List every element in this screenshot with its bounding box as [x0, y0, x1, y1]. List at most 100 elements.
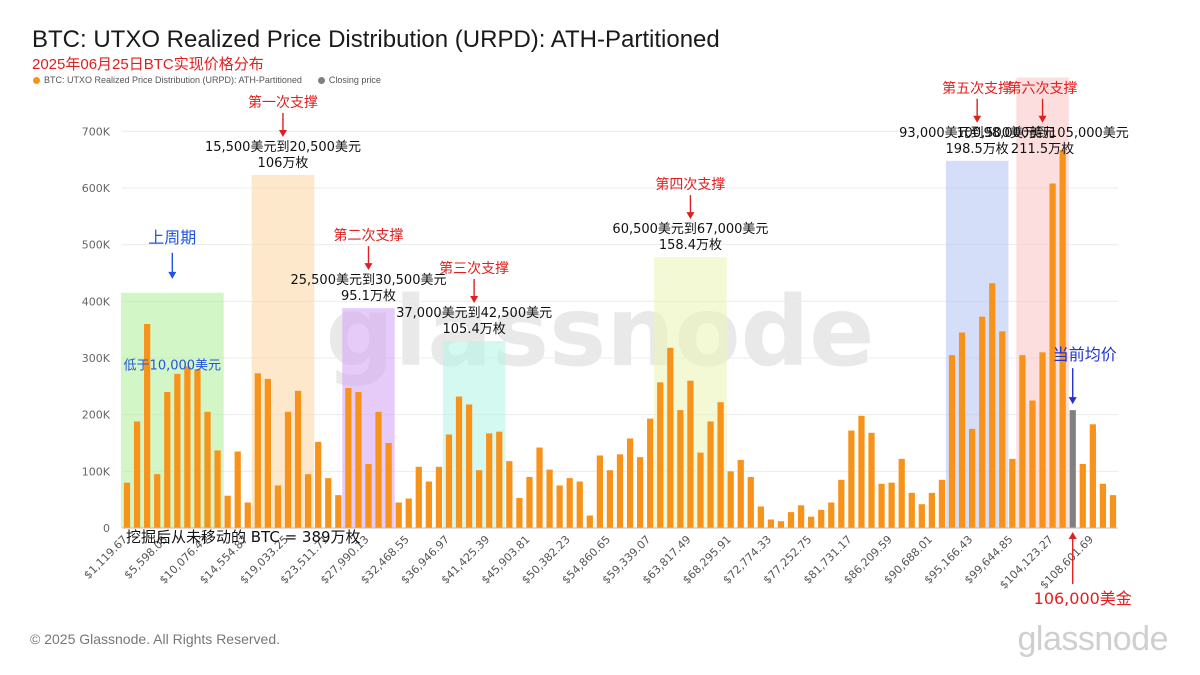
urpd-bar: [526, 477, 533, 528]
urpd-bar: [637, 457, 644, 528]
current-avg-price-label: 当前均价: [1053, 345, 1117, 364]
urpd-bar: [757, 506, 764, 528]
legend-dot-urpd: [33, 76, 40, 84]
zone-band: [945, 160, 1009, 529]
urpd-bar: [818, 509, 825, 528]
zone-range-label: 37,000美元到42,500美元: [396, 306, 552, 321]
urpd-bar: [1029, 400, 1036, 528]
current-avg-price-arrow-head: [1068, 397, 1077, 405]
zone-arrow-head: [973, 115, 982, 123]
urpd-bar: [284, 411, 292, 528]
zone-amount-label: 211.5万枚: [1011, 142, 1074, 157]
urpd-bar: [1009, 458, 1016, 528]
urpd-bar: [224, 495, 231, 528]
legend-item-urpd[interactable]: BTC: UTXO Realized Price Distribution (U…: [33, 75, 302, 85]
urpd-bar: [315, 441, 322, 528]
urpd-bar: [445, 434, 453, 528]
urpd-bar: [606, 470, 614, 528]
zone-arrow-head: [278, 129, 287, 137]
urpd-bar: [787, 512, 795, 528]
zone-header-label: 第三次支撑: [439, 260, 509, 277]
urpd-bar: [425, 481, 432, 528]
current-price-arrow-head: [1068, 532, 1077, 539]
chart-subtitle: 2025年06月25日BTC实现价格分布: [32, 56, 264, 73]
urpd-bar: [254, 373, 261, 528]
urpd-bar: [596, 455, 603, 528]
urpd-bar: [938, 479, 946, 528]
zone-range-label: 100,500美元到105,000美元: [956, 126, 1129, 141]
y-tick-label: 700K: [82, 125, 111, 138]
urpd-bar: [797, 505, 805, 528]
urpd-bar: [234, 451, 241, 528]
urpd-bar: [365, 463, 372, 528]
urpd-bar: [838, 479, 845, 528]
zone-header-label: 上周期: [148, 228, 196, 247]
current-price-value-label: 106,000美金: [1034, 589, 1132, 608]
urpd-bar: [707, 421, 714, 528]
urpd-bar: [274, 485, 282, 528]
zone-amount-label: 158.4万枚: [659, 238, 722, 253]
zone-range-label: 低于10,000美元: [124, 358, 222, 373]
urpd-bar: [878, 483, 885, 528]
y-tick-label: 100K: [82, 465, 111, 478]
urpd-bar: [476, 470, 483, 528]
urpd-bar: [948, 355, 956, 528]
zone-range-label: 60,500美元到67,000美元: [612, 222, 768, 237]
urpd-bar: [264, 378, 271, 528]
legend-item-closing-price[interactable]: Closing price: [317, 75, 381, 85]
urpd-bar: [657, 382, 664, 528]
urpd-bar: [335, 495, 342, 528]
zone-amount-label: 105.4万枚: [443, 322, 506, 337]
y-tick-label: 200K: [82, 409, 111, 422]
urpd-bar: [184, 366, 191, 528]
urpd-bar: [435, 466, 443, 528]
urpd-bar: [294, 390, 302, 528]
urpd-bar: [415, 466, 422, 528]
zone-header-label: 第二次支撑: [333, 227, 403, 244]
urpd-bar: [194, 369, 201, 528]
zone-band: [251, 174, 315, 528]
urpd-bar: [556, 485, 563, 528]
closing-price-bar: [1069, 410, 1076, 528]
urpd-bar: [395, 502, 402, 528]
urpd-bar: [405, 498, 412, 528]
urpd-bar: [697, 452, 704, 528]
urpd-bar: [496, 431, 503, 528]
urpd-bar: [506, 461, 513, 528]
urpd-bar: [355, 392, 362, 528]
urpd-bar: [305, 474, 312, 528]
urpd-bar: [918, 504, 925, 528]
urpd-bar: [777, 521, 785, 528]
urpd-bar: [848, 430, 855, 528]
urpd-bar: [908, 492, 915, 528]
zone-arrow-head: [364, 263, 373, 271]
urpd-bar: [1079, 463, 1086, 528]
urpd-bar: [1059, 150, 1066, 529]
urpd-bar: [345, 388, 352, 528]
urpd-bar: [858, 415, 865, 528]
urpd-bar: [747, 477, 754, 528]
zone-amount-label: 95.1万枚: [341, 289, 396, 304]
urpd-bar: [888, 482, 895, 528]
zone-header-label: 第一次支撑: [248, 94, 318, 111]
zone-arrow-head: [686, 212, 695, 220]
legend-label-urpd: BTC: UTXO Realized Price Distribution (U…: [44, 75, 302, 85]
legend-label-closing-price: Closing price: [328, 75, 381, 85]
urpd-bar: [465, 404, 473, 528]
zone-amount-label: 106万枚: [258, 156, 309, 171]
urpd-bar: [385, 443, 392, 528]
zone-arrow-head: [1038, 115, 1047, 123]
urpd-bar: [626, 438, 634, 528]
urpd-bar: [677, 410, 684, 528]
urpd-bar: [516, 497, 523, 528]
zone-range-label: 15,500美元到20,500美元: [205, 140, 361, 155]
zone-arrow-head: [168, 271, 177, 279]
urpd-bar: [616, 454, 624, 528]
y-tick-label: 600K: [82, 182, 111, 195]
zone-header-label: 第六次支撑: [1008, 80, 1078, 97]
urpd-bar: [204, 411, 211, 528]
y-tick-label: 0: [103, 522, 110, 535]
urpd-bar: [717, 402, 724, 528]
urpd-bar: [486, 433, 493, 528]
